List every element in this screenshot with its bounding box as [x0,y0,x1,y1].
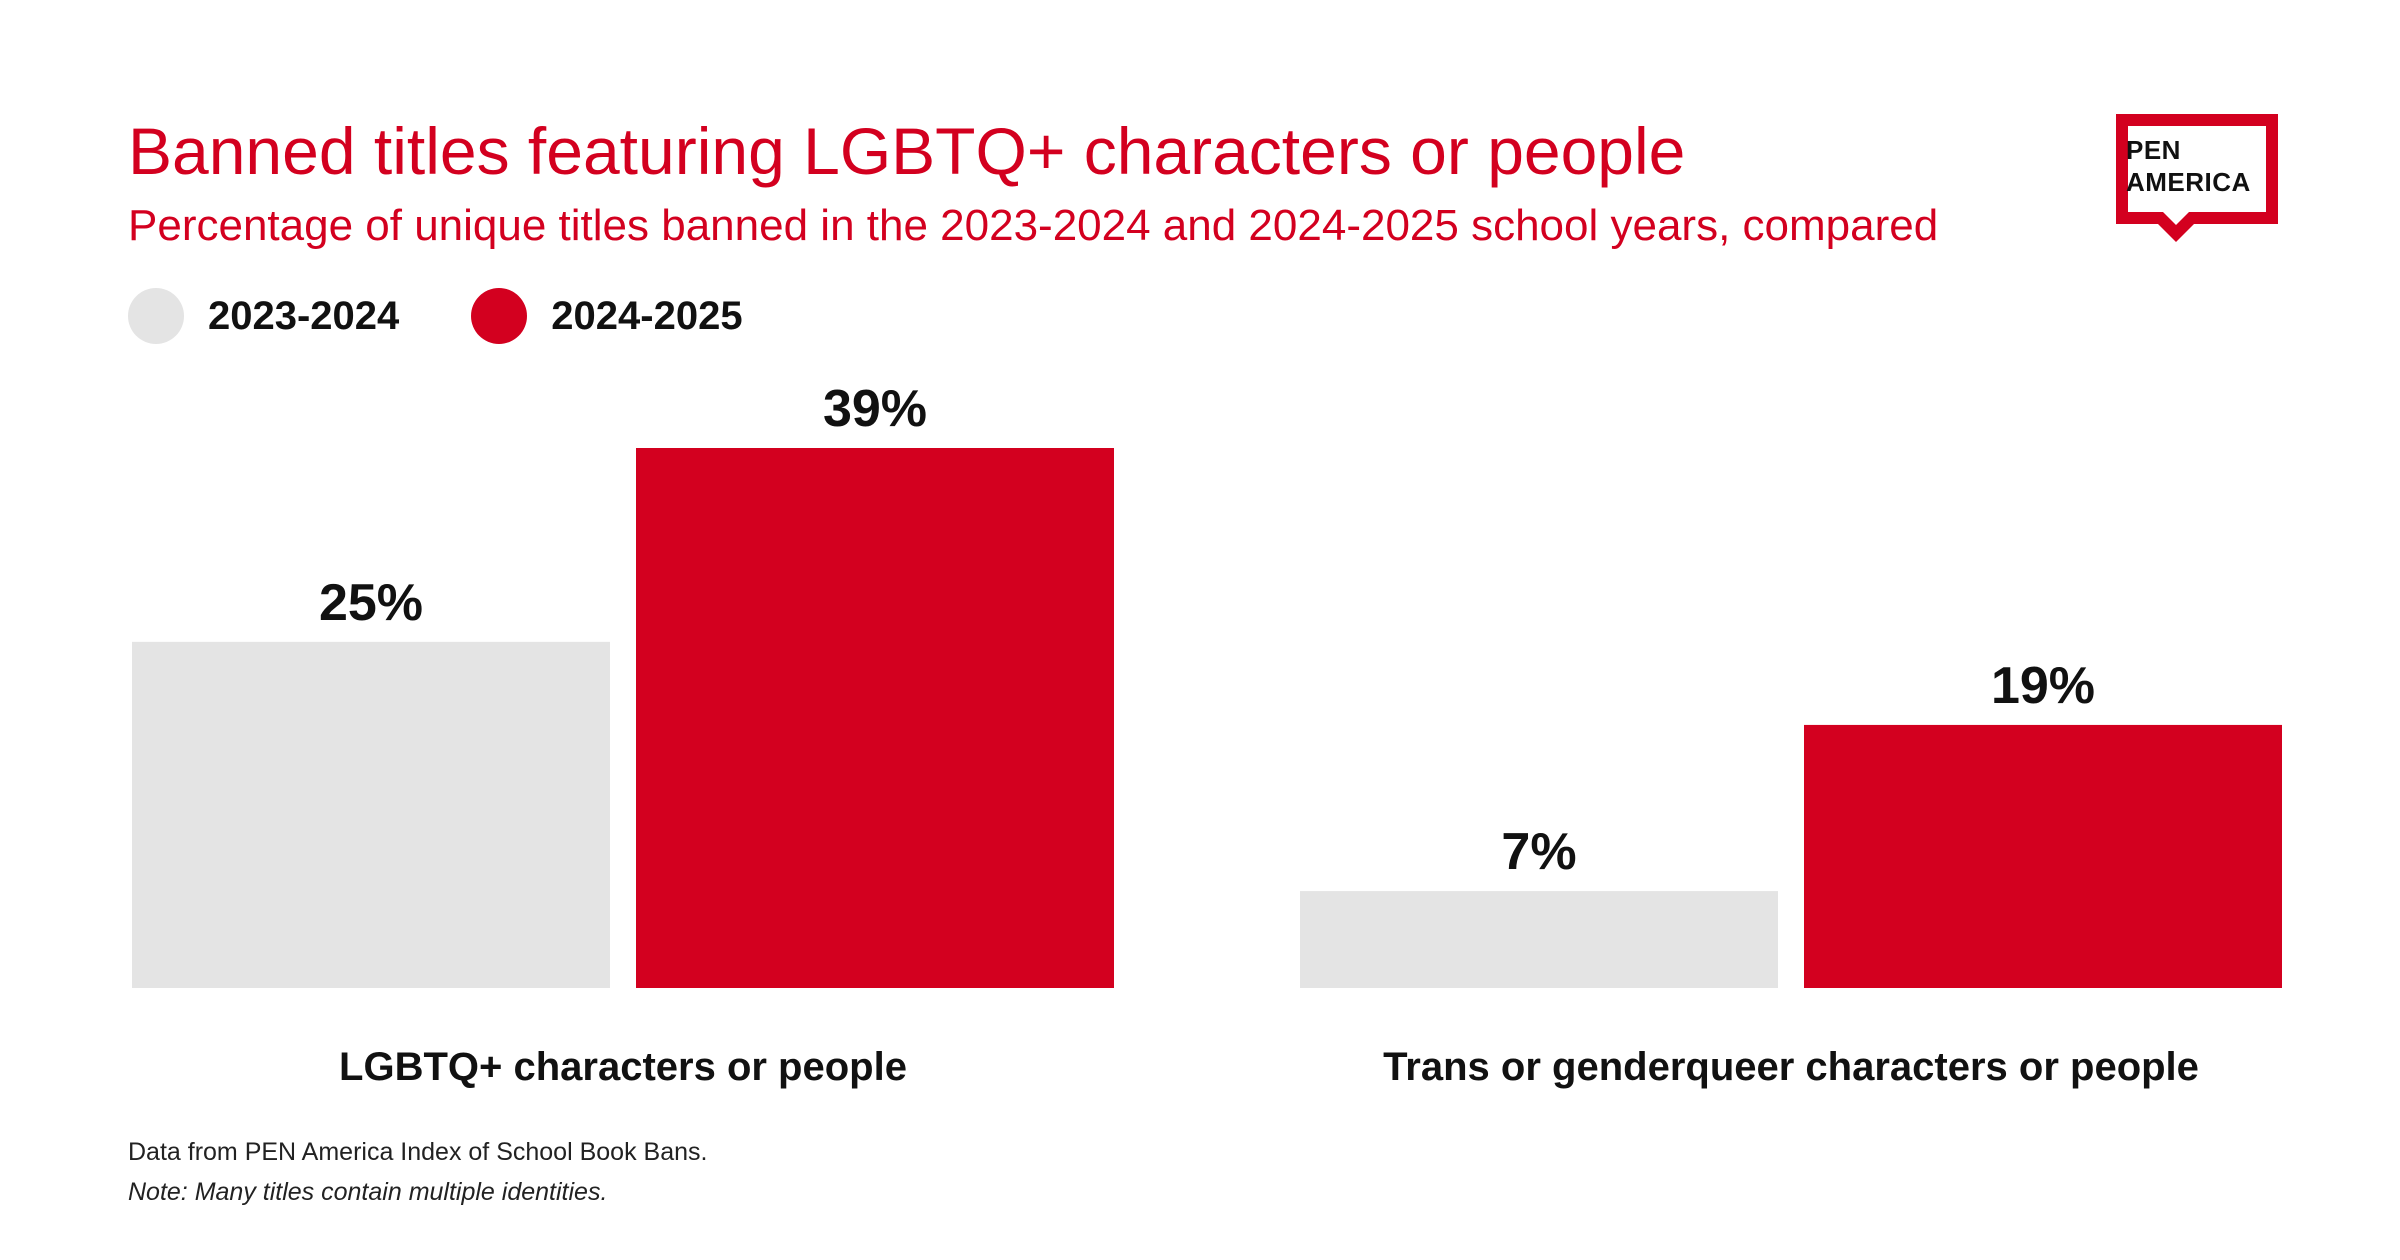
chart-title: Banned titles featuring LGBTQ+ character… [128,114,1686,188]
bar-2024-2025-1 [636,448,1114,988]
source-note: Data from PEN America Index of School Bo… [128,1138,708,1166]
logo-line-pen: PEN [2126,135,2181,165]
category-label-2: Trans or genderqueer characters or peopl… [1383,1045,2199,1089]
category-label-1: LGBTQ+ characters or people [339,1045,907,1089]
legend-swatch-2024-2025 [471,288,528,344]
legend-label-2023-2024: 2023-2024 [208,294,400,338]
pen-america-logo: PEN AMERICA [2112,110,2282,250]
speech-bubble-icon [2116,114,2278,242]
bar-chart: 25% 39% LGBTQ+ characters or people 7% 19% Tr… [132,380,2282,1089]
legend-item-2024-2025: 2024-2025 [471,288,743,344]
bar-2023-2024-2 [1300,891,1778,988]
logo-text: PEN AMERICA [2126,134,2251,198]
logo-line-america: AMERICA [2126,167,2251,197]
data-label-2023-2024-1: 25% [319,574,423,632]
chart-subtitle: Percentage of unique titles banned in th… [128,201,1939,250]
legend-swatch-2023-2024 [128,288,184,344]
chart-legend: 2023-2024 2024-2025 [128,288,815,344]
data-label-2024-2025-1: 39% [823,380,927,438]
data-label-2023-2024-2: 7% [1501,823,1576,881]
legend-item-2023-2024: 2023-2024 [128,288,399,344]
bar-2023-2024-1 [132,641,610,988]
multiple-identities-note: Note: Many titles contain multiple ident… [128,1178,608,1206]
data-label-2024-2025-2: 19% [1991,657,2095,715]
legend-label-2024-2025: 2024-2025 [551,294,743,338]
bar-2024-2025-2 [1804,724,2282,988]
